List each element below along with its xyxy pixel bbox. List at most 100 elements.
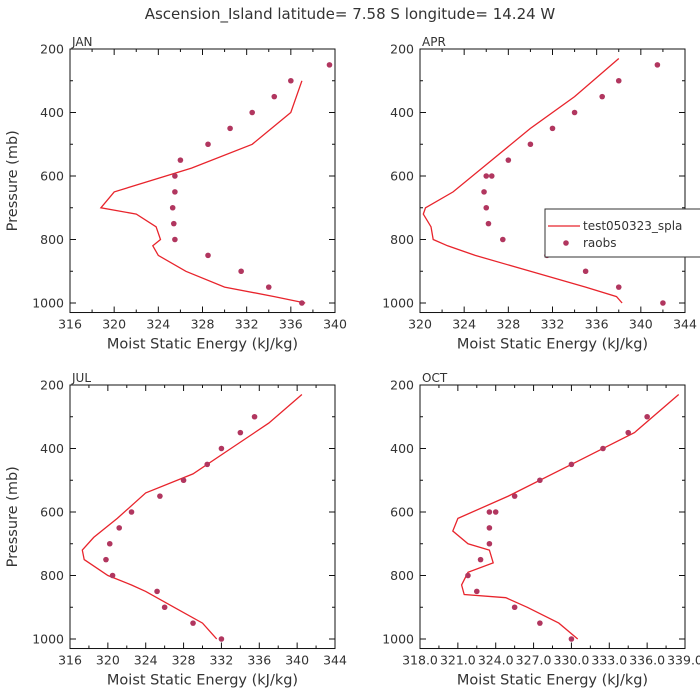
x-tick-label: 336.0 (629, 653, 665, 668)
y-tick-label: 400 (390, 441, 414, 456)
raobs-point (615, 77, 622, 84)
raobs-point (568, 636, 575, 642)
x-tick-label: 332 (541, 317, 565, 332)
raobs-point (251, 413, 258, 420)
legend-box (544, 208, 700, 258)
raobs-point (483, 204, 490, 211)
raobs-point (486, 540, 493, 547)
raobs-point (326, 62, 333, 68)
x-tick-label: 336 (247, 653, 271, 668)
legend-label-model: test050323_spla (583, 219, 682, 233)
model-profile-line-oct (452, 394, 680, 640)
plot-area-jan (99, 62, 333, 306)
model-profile-line-jan (99, 80, 306, 304)
x-tick-label: 333.0 (591, 653, 627, 668)
raobs-point (537, 620, 543, 626)
raobs-point (511, 604, 518, 611)
raobs-point (190, 620, 196, 626)
y-tick-label: 200 (40, 378, 64, 393)
raobs-point (205, 141, 211, 148)
x-tick-label: 332 (235, 317, 259, 332)
raobs-point (180, 477, 187, 484)
plot-area-apr (422, 58, 666, 306)
x-tick-label: 332 (209, 653, 233, 668)
raobs-point (483, 173, 490, 179)
figure-title: Ascension_Island latitude= 7.58 S longit… (145, 5, 556, 24)
x-tick-label: 340 (323, 317, 347, 332)
raobs-point (549, 125, 556, 132)
raobs-point (486, 525, 493, 531)
x-tick-label: 324 (134, 653, 158, 668)
panels: JAN 200 400 600 800 1000 316 320 324 328 332 336 340… (5, 35, 700, 689)
panel-label-apr: APR (422, 35, 446, 49)
x-axis-label-jul: Moist Static Energy (kJ/kg) (107, 673, 298, 689)
raobs-point (582, 268, 589, 275)
plot-frame-jan (69, 48, 336, 314)
raobs-point (485, 220, 492, 227)
y-tick-label: 400 (40, 441, 64, 456)
raobs-point (103, 556, 109, 563)
raobs-point (154, 588, 160, 595)
raobs-point (654, 62, 661, 68)
x-tick-label: 340 (629, 317, 653, 332)
raobs-point (128, 509, 135, 515)
raobs-point (249, 109, 255, 116)
x-axis-label-apr: Moist Static Energy (kJ/kg) (457, 337, 648, 353)
raobs-point (599, 93, 605, 100)
x-tick-label: 336 (585, 317, 609, 332)
y-tick-label: 800 (390, 232, 414, 247)
raobs-point (568, 461, 575, 468)
raobs-point (218, 445, 225, 452)
raobs-point (492, 509, 499, 515)
x-tick-label: 344 (323, 653, 347, 668)
plot-frame-apr (419, 48, 686, 314)
raobs-point (486, 509, 493, 515)
raobs-point (161, 604, 168, 611)
legend-marker-swatch (563, 240, 569, 246)
raobs-point (271, 93, 278, 100)
x-tick-label: 316 (58, 317, 82, 332)
model-profile-line-apr (422, 58, 623, 304)
x-tick-label: 328 (496, 317, 520, 332)
y-tick-label: 1000 (382, 296, 414, 311)
raobs-point (265, 284, 272, 290)
y-tick-label: 800 (40, 232, 64, 247)
raobs-point (473, 588, 480, 595)
raobs-point (238, 268, 244, 275)
x-tick-label: 328 (172, 653, 196, 668)
raobs-point (172, 189, 178, 195)
x-axis-label-jan: Moist Static Energy (kJ/kg) (107, 337, 298, 353)
x-tick-label: 336 (279, 317, 303, 332)
x-tick-label: 330.0 (554, 653, 590, 668)
x-tick-label: 320 (408, 317, 432, 332)
raobs-point (218, 636, 225, 642)
x-tick-label: 321.0 (440, 653, 476, 668)
y-tick-label: 1000 (382, 632, 414, 647)
raobs-point (227, 125, 233, 132)
y-tick-label: 400 (390, 105, 414, 120)
x-tick-label: 318.0 (402, 653, 438, 668)
y-tick-label: 800 (390, 568, 414, 583)
raobs-point (511, 493, 518, 499)
y-tick-label: 200 (390, 378, 414, 393)
x-tick-label: 320 (102, 317, 126, 332)
raobs-point (615, 284, 622, 290)
raobs-point (169, 204, 176, 211)
x-tick-label: 344 (673, 317, 697, 332)
x-tick-label: 340 (285, 653, 309, 668)
plot-area-oct (452, 394, 680, 642)
x-tick-label: 324 (146, 317, 170, 332)
panel-label-jan: JAN (71, 35, 93, 49)
y-tick-label: 1000 (32, 632, 64, 647)
x-tick-label: 339.0 (667, 653, 700, 668)
raobs-point (465, 572, 471, 579)
y-tick-label: 600 (390, 505, 414, 520)
plot-area-jul (81, 394, 303, 642)
y-tick-label: 200 (40, 42, 64, 57)
raobs-point (537, 477, 543, 484)
y-tick-label: 200 (390, 42, 414, 57)
raobs-point (177, 157, 184, 163)
model-profile-line-jul (81, 394, 303, 640)
y-tick-label: 400 (40, 105, 64, 120)
